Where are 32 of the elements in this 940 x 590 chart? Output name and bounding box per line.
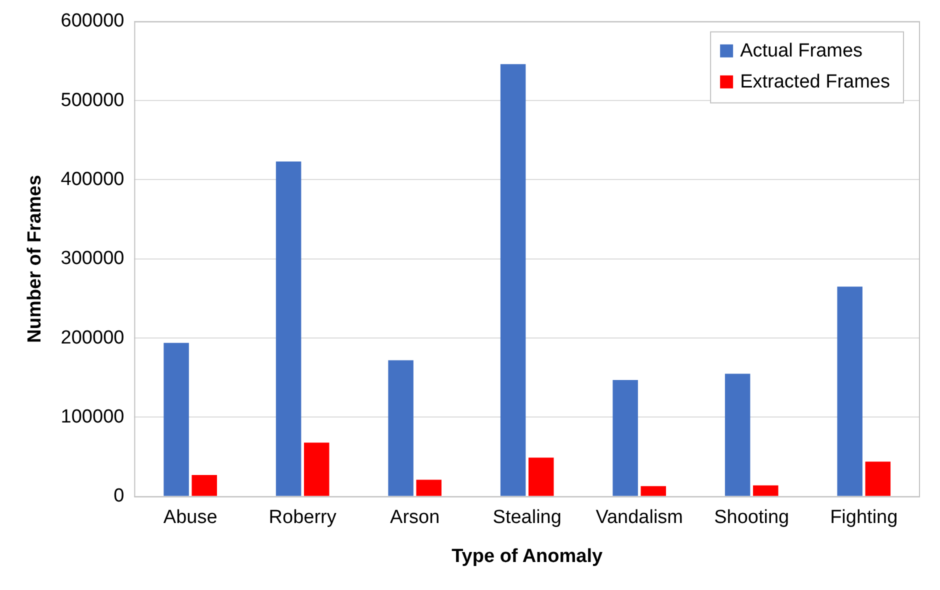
y-tick-label: 0 [114, 486, 124, 507]
x-axis-title: Type of Anomaly [452, 546, 604, 567]
bar [528, 458, 554, 496]
x-tick-label: Abuse [163, 507, 218, 528]
bar [304, 442, 330, 496]
x-tick-label: Roberry [268, 507, 337, 528]
legend-label: Extracted Frames [740, 72, 890, 93]
bar [837, 286, 862, 496]
x-tick-label: Shooting [714, 507, 790, 528]
bar [164, 342, 189, 496]
bar [724, 374, 750, 496]
y-tick-label: 500000 [60, 90, 124, 111]
x-tick-label: Arson [390, 507, 440, 528]
bar [612, 380, 638, 496]
bar [192, 475, 217, 496]
y-axis-title: Number of Frames [24, 174, 46, 343]
legend-label: Actual Frames [740, 40, 863, 62]
bar [388, 360, 414, 496]
bar [416, 480, 442, 496]
x-tick-label: Vandalism [596, 507, 684, 528]
bar [640, 486, 666, 496]
y-tick-label: 300000 [60, 248, 124, 270]
x-tick-label: Fighting [830, 507, 898, 528]
bar [865, 462, 891, 496]
bar [500, 64, 526, 496]
bar [276, 162, 302, 496]
y-tick-label: 400000 [60, 168, 124, 190]
bar [753, 485, 778, 496]
y-tick-label: 100000 [60, 406, 124, 428]
x-tick-label: Stealing [492, 507, 562, 528]
y-tick-label: 200000 [60, 327, 124, 348]
y-tick-label: 600000 [60, 10, 124, 32]
